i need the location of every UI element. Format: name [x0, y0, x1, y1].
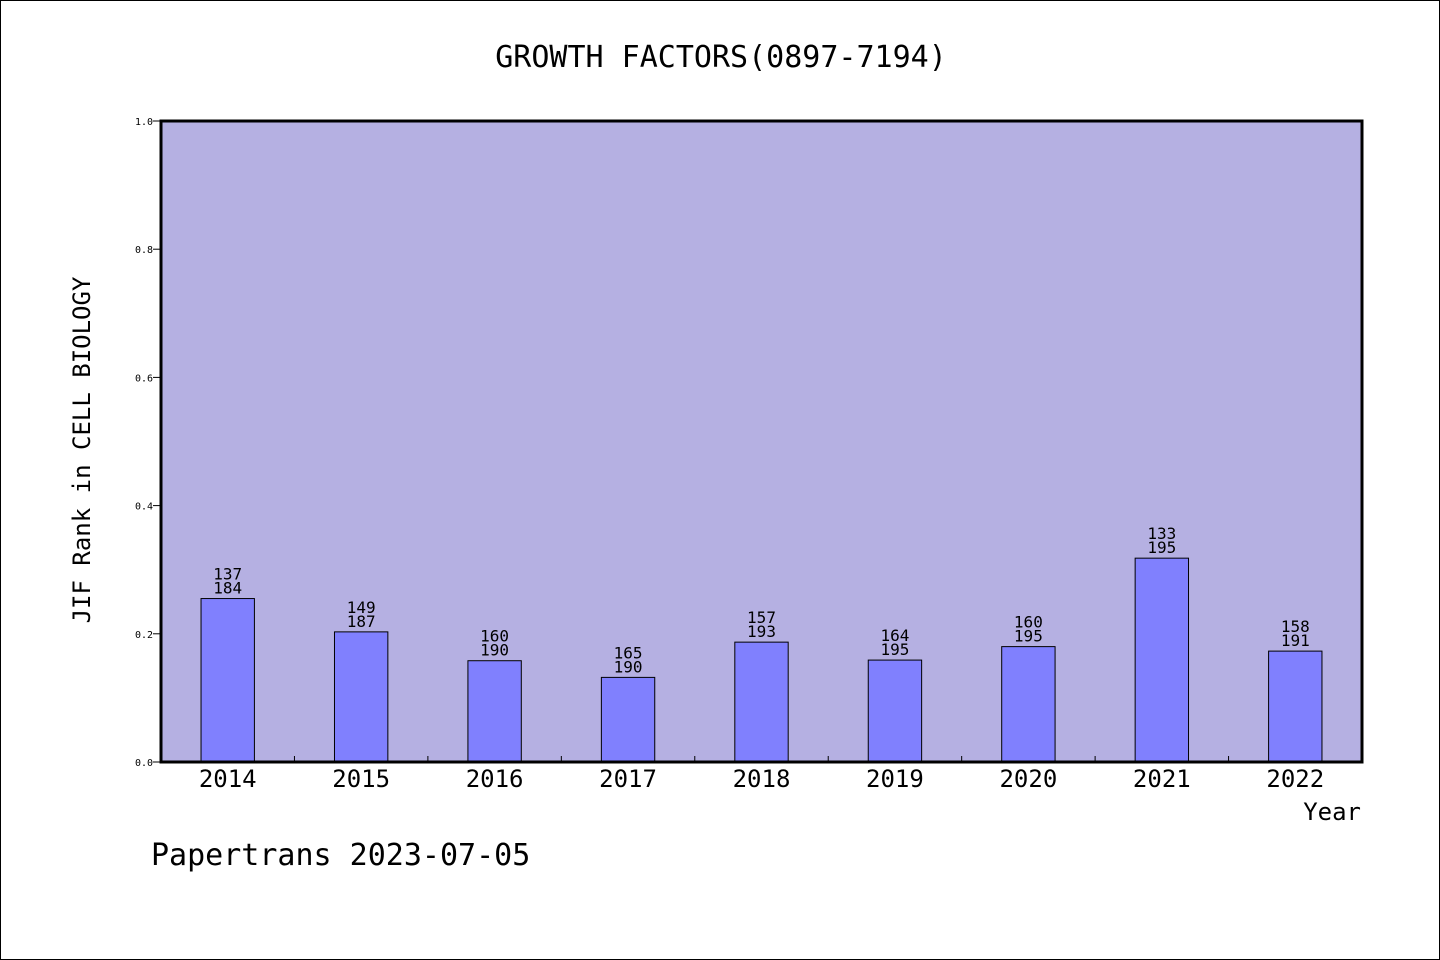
x-tick-label: 2017 [599, 765, 657, 793]
y-tick-label: 0.4 [135, 502, 153, 513]
bar-rank-label: 133 [1147, 524, 1176, 543]
chart-title: GROWTH FACTORS(0897-7194) [495, 40, 947, 75]
bar-rank-label: 149 [347, 598, 376, 617]
bar-rank-label: 164 [880, 626, 909, 645]
bar-total-label: 195 [880, 640, 909, 659]
bar-2016 [467, 660, 522, 763]
bar-2014 [200, 598, 255, 763]
bar-2017 [600, 676, 656, 763]
bar-total-label: 191 [1281, 631, 1310, 650]
bar-rank-label: 158 [1281, 617, 1310, 636]
bar-rank-label: 157 [747, 608, 776, 627]
y-tick-label: 1.0 [135, 117, 153, 128]
y-axis-label: JIF Rank in CELL BIOLOGY [68, 276, 96, 623]
x-tick-label: 2019 [866, 765, 924, 793]
x-tick-label: 2020 [999, 765, 1057, 793]
bar-2020 [1001, 646, 1056, 763]
y-tick-label: 0.0 [135, 758, 153, 769]
y-tick-label: 0.8 [135, 245, 153, 256]
bar-rank-label: 165 [614, 643, 643, 662]
bar-rank-label: 160 [480, 627, 509, 646]
footer-credit: Papertrans 2023-07-05 [151, 838, 530, 873]
bar-2021 [1134, 557, 1190, 763]
x-tick-label: 2014 [199, 765, 257, 793]
bar-total-label: 187 [347, 612, 376, 631]
bar-total-label: 193 [747, 622, 776, 641]
x-tick-label: 2015 [332, 765, 390, 793]
bar-rank-label: 160 [1014, 613, 1043, 632]
x-tick-label: 2016 [466, 765, 524, 793]
bar-2022 [1268, 650, 1323, 763]
bar-total-label: 195 [1014, 627, 1043, 646]
bar-2015 [333, 631, 389, 763]
bar-total-label: 190 [480, 641, 509, 660]
x-axis-label: Year [1303, 798, 1361, 826]
bar-2019 [867, 659, 923, 763]
plot-border [159, 119, 1364, 764]
bar-total-label: 184 [213, 579, 242, 598]
x-tick-label: 2022 [1266, 765, 1324, 793]
bar-total-label: 195 [1147, 538, 1176, 557]
x-tick-label: 2018 [733, 765, 791, 793]
y-tick-label: 0.6 [135, 373, 153, 384]
bar-2018 [734, 641, 789, 763]
bar-rank-label: 137 [213, 565, 242, 584]
bar-total-label: 190 [614, 657, 643, 676]
x-tick-label: 2021 [1133, 765, 1191, 793]
y-tick-label: 0.2 [135, 630, 153, 641]
